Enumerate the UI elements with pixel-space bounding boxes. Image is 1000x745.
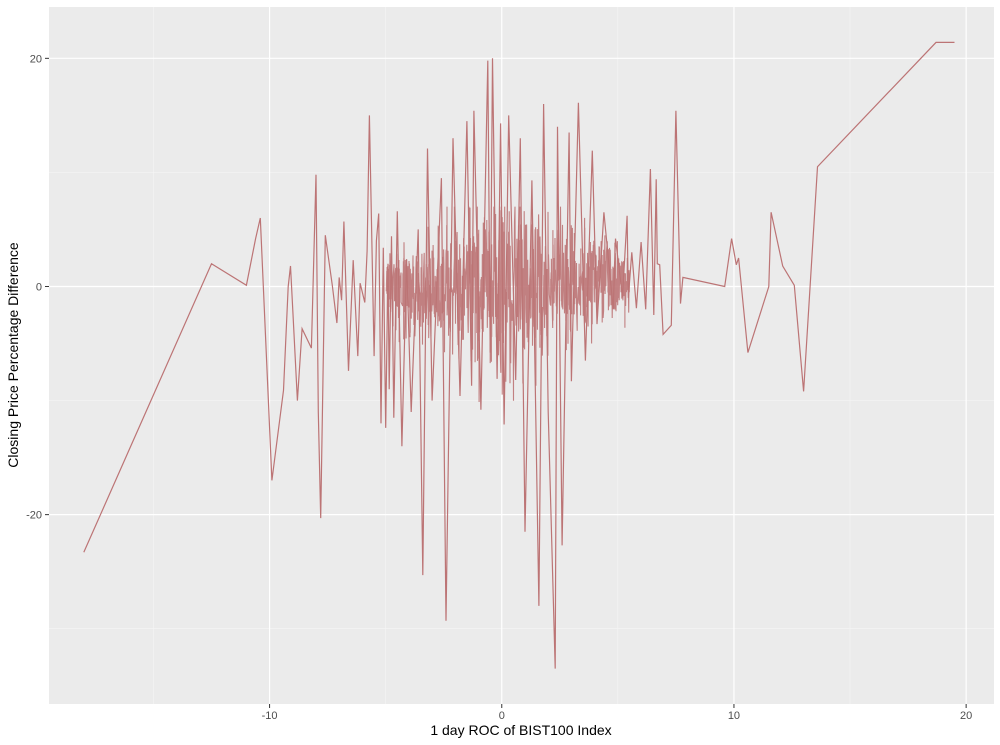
y-tick-label: 20: [30, 53, 42, 65]
x-axis-ticks: -10 0 10 20: [262, 704, 972, 722]
y-axis-label: Closing Price Percentage Difference: [5, 242, 21, 468]
x-tick-label: 0: [499, 710, 505, 722]
x-tick-label: -10: [262, 710, 278, 722]
x-tick-label: 20: [960, 710, 972, 722]
x-axis-label: 1 day ROC of BIST100 Index: [430, 722, 611, 738]
y-tick-label: -20: [26, 510, 42, 522]
y-tick-label: 0: [36, 281, 42, 293]
x-tick-label: 10: [728, 710, 740, 722]
y-axis-ticks: -20 0 20: [26, 53, 49, 522]
dense-oscillation-cloud: [385, 206, 630, 403]
series-line: [83, 41, 955, 669]
noise-band-line: [385, 206, 630, 403]
series-lines: [83, 41, 955, 669]
plot-panel: [49, 7, 994, 704]
